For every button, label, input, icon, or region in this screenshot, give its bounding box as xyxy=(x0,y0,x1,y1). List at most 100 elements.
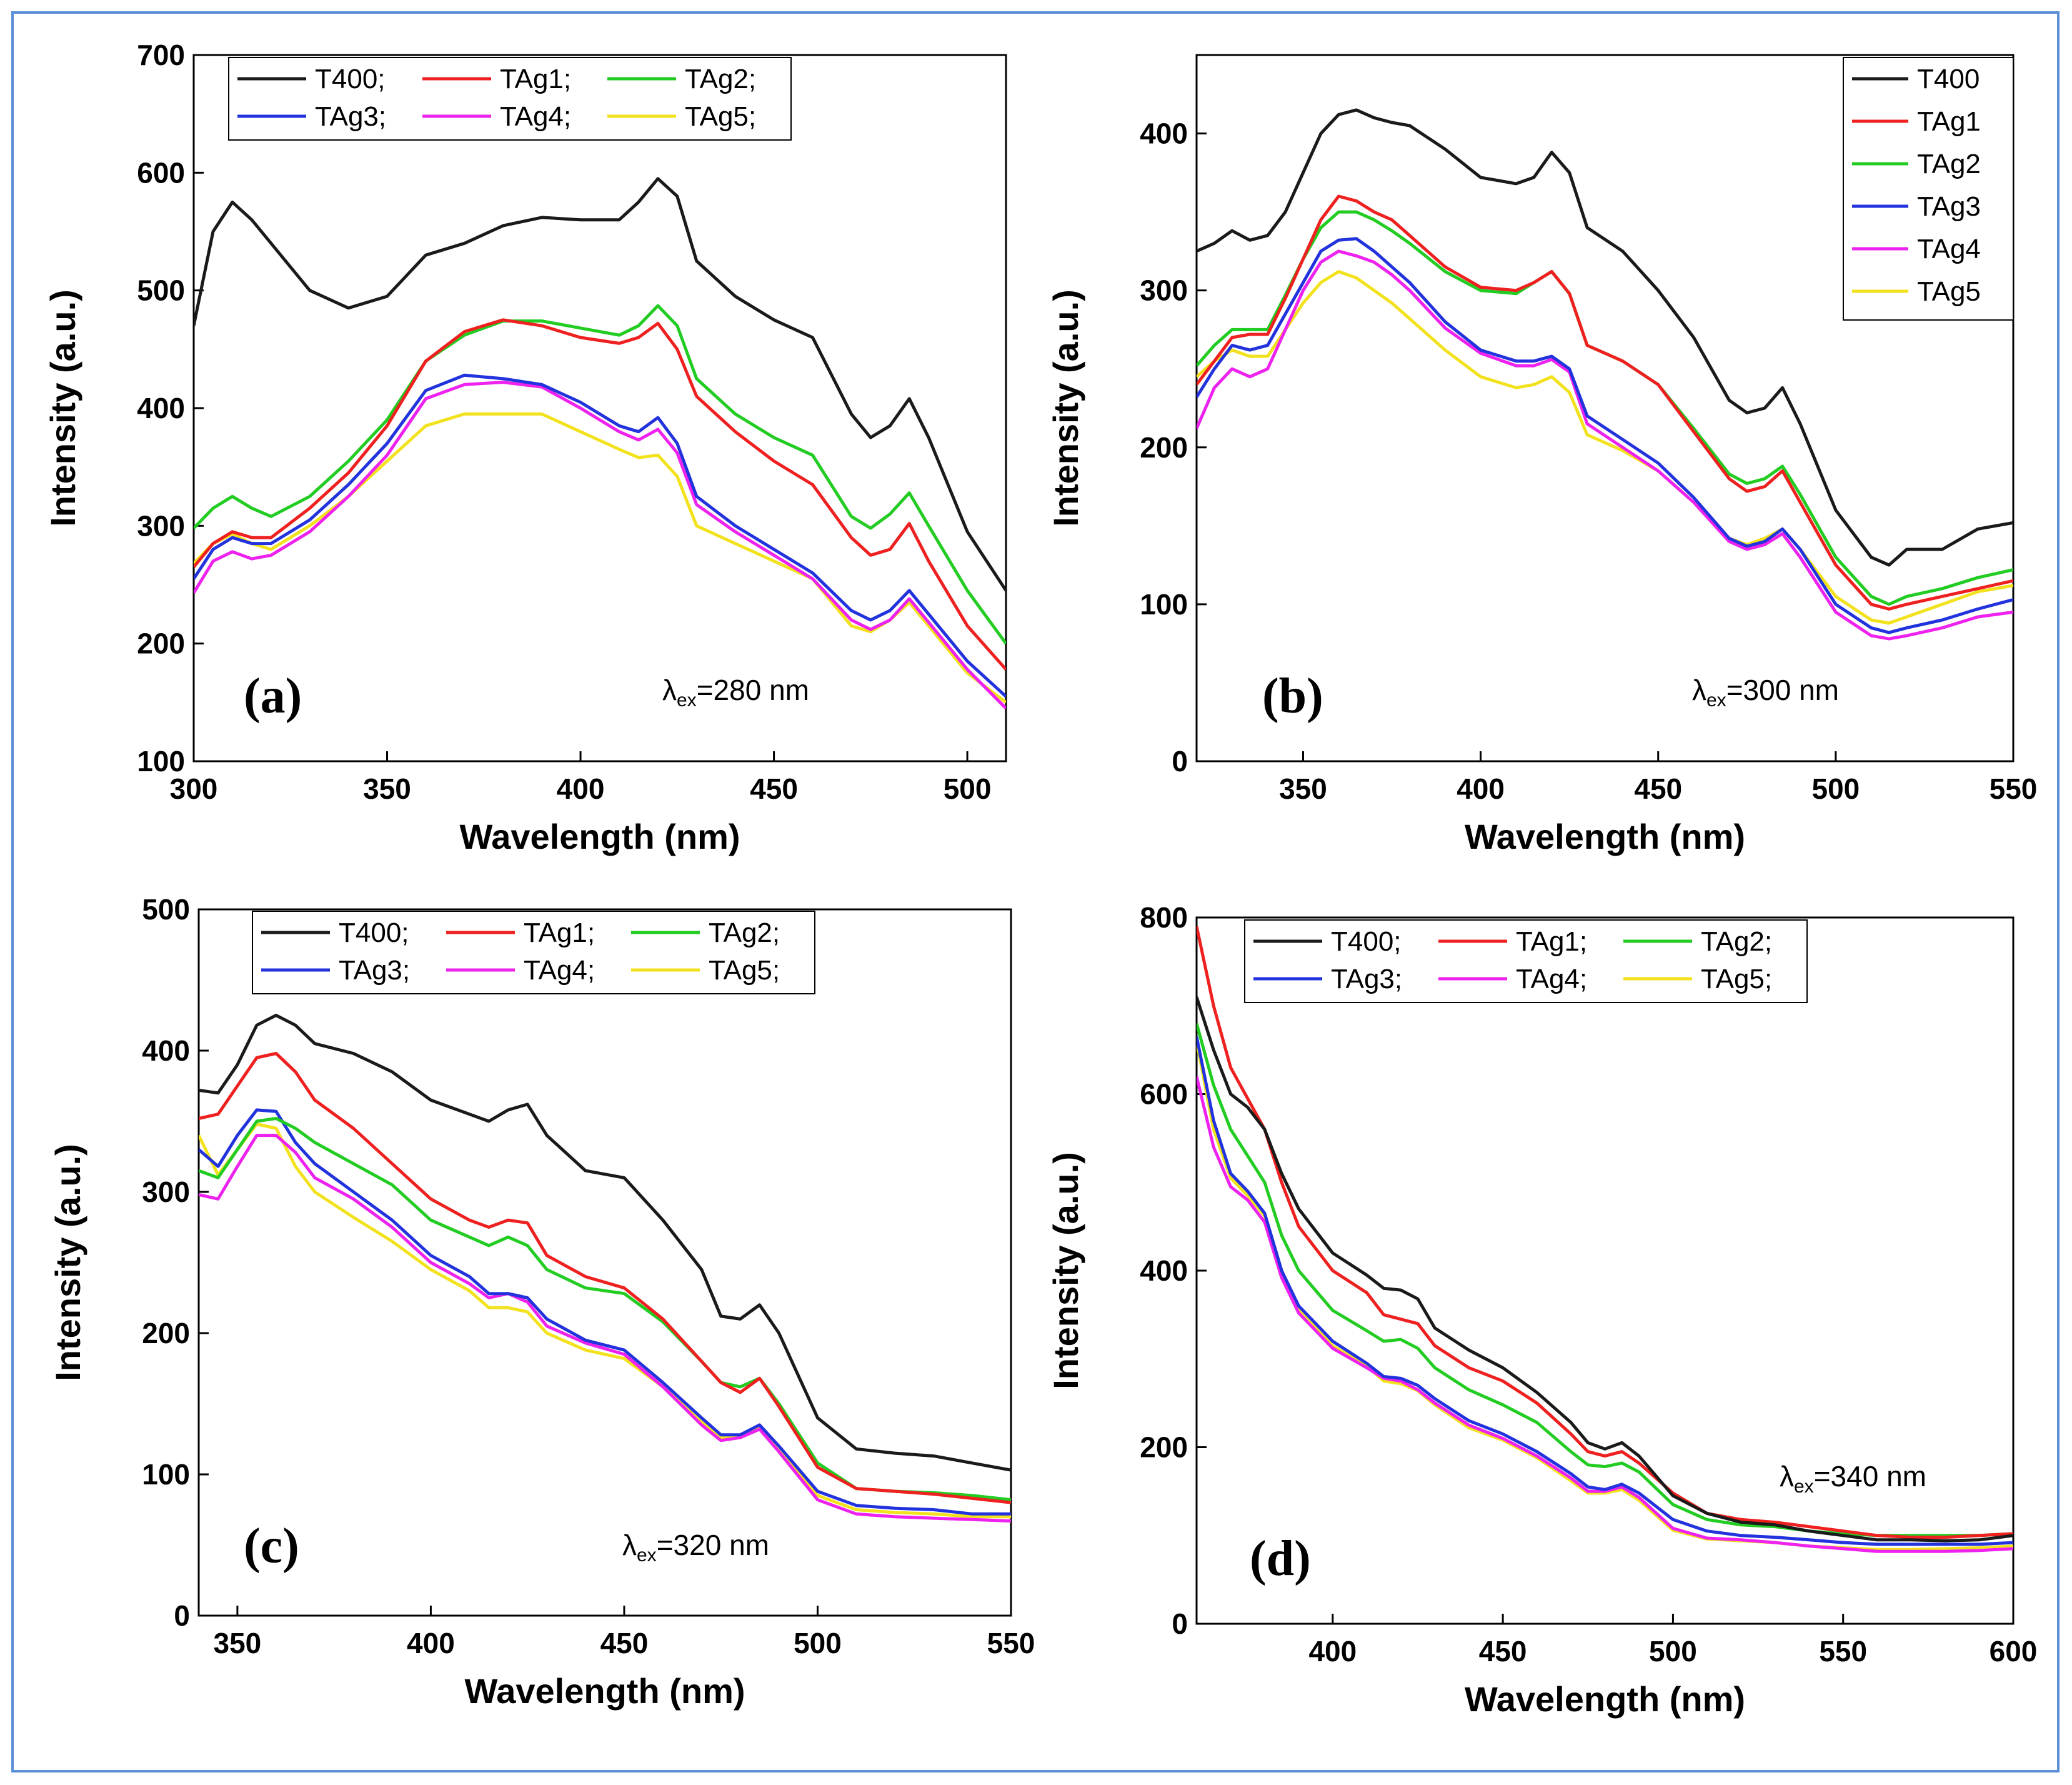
legend-label-tag5: TAg5; xyxy=(1701,964,1772,994)
y-tick-label: 800 xyxy=(1140,901,1188,934)
legend-label-t400: T400; xyxy=(339,918,409,948)
series-line-tag3 xyxy=(194,373,1006,698)
plot-frame xyxy=(192,54,1007,762)
legend-box xyxy=(228,57,792,141)
excitation-value: =340 nm xyxy=(1814,1460,1926,1492)
x-tick-label: 450 xyxy=(750,772,798,805)
x-tick-label: 400 xyxy=(557,772,605,805)
excitation-subscript: ex xyxy=(677,690,697,711)
excitation-annotation: λex=320 nm xyxy=(622,1529,769,1566)
legend-box xyxy=(1244,919,1808,1003)
y-tick-label: 200 xyxy=(142,1317,190,1349)
y-tick-label: 400 xyxy=(1140,1254,1188,1287)
series-line-tag4 xyxy=(199,1134,1011,1523)
panel-label: (d) xyxy=(1250,1531,1311,1586)
chart-panel-b: 0 100 200 300 400 350 400 450 500 550 Wavelength (… xyxy=(1046,54,2038,856)
y-axis-label: Intensity (a.u.) xyxy=(1046,1152,1085,1389)
legend-label-tag2: TAg2 xyxy=(1917,149,1981,179)
series-line-tag2 xyxy=(199,1117,1011,1502)
y-tick-label: 0 xyxy=(1172,745,1188,778)
y-tick-label: 0 xyxy=(174,1599,190,1632)
x-tick-label: 500 xyxy=(1649,1635,1697,1668)
legend: T400; TAg1; TAg2; TAg3; TAg4; TAg5; xyxy=(1244,919,1808,1003)
series-line-tag4 xyxy=(1197,1076,2013,1553)
series-line-tag5 xyxy=(199,1122,1011,1519)
series-line-t400 xyxy=(199,1014,1011,1472)
x-tick-label: 350 xyxy=(363,772,411,805)
series-line-t400 xyxy=(194,177,1006,592)
y-axis-label: Intensity (a.u.) xyxy=(48,1144,87,1381)
legend-label-t400: T400 xyxy=(1917,64,1980,94)
y-tick-label: 200 xyxy=(1140,431,1188,464)
legend-label-t400: T400; xyxy=(1331,926,1402,957)
y-tick-label: 400 xyxy=(137,392,185,424)
x-tick-label: 450 xyxy=(600,1627,649,1659)
panel-label: (b) xyxy=(1262,669,1323,724)
legend-label-tag3: TAg3; xyxy=(315,101,386,132)
legend-label-tag2: TAg2; xyxy=(709,918,780,948)
x-axis-label: Wavelength (nm) xyxy=(1465,817,1745,856)
x-tick-label: 350 xyxy=(214,1627,262,1659)
legend: T400; TAg1; TAg2; TAg3; TAg4; TAg5; xyxy=(252,911,815,994)
series-line-t400 xyxy=(1197,996,2013,1542)
y-tick-label: 600 xyxy=(137,156,185,189)
legend-label-tag1: TAg1; xyxy=(1516,926,1587,957)
x-tick-label: 450 xyxy=(1634,772,1682,805)
x-axis-label: Wavelength (nm) xyxy=(459,817,740,856)
series-line-tag3 xyxy=(1197,1036,2013,1546)
excitation-symbol: λ xyxy=(1780,1460,1794,1492)
panel-label: (a) xyxy=(244,669,302,724)
x-tick-label: 350 xyxy=(1279,772,1327,805)
excitation-symbol: λ xyxy=(1692,674,1706,706)
plot-frame xyxy=(1195,916,2015,1625)
y-tick-label: 500 xyxy=(137,274,185,307)
plot-frame xyxy=(1195,54,2015,762)
legend-box xyxy=(252,911,815,994)
figure-frame xyxy=(11,11,2060,1772)
series-line-tag5 xyxy=(194,412,1006,704)
excitation-subscript: ex xyxy=(1706,690,1726,711)
x-tick-label: 400 xyxy=(1457,772,1505,805)
x-tick-label: 500 xyxy=(944,772,992,805)
x-tick-label: 400 xyxy=(1308,1635,1357,1668)
x-tick-label: 600 xyxy=(1990,1635,2038,1668)
x-tick-label: 500 xyxy=(1811,772,1860,805)
x-tick-label: 300 xyxy=(170,772,218,805)
y-tick-label: 400 xyxy=(142,1034,190,1067)
x-tick-label: 450 xyxy=(1479,1635,1527,1668)
series-line-tag2 xyxy=(1197,1022,2013,1538)
y-tick-label: 200 xyxy=(1140,1431,1188,1464)
series-line-tag1 xyxy=(1197,926,2013,1539)
plot-frame xyxy=(197,908,1012,1617)
y-tick-label: 0 xyxy=(1172,1608,1188,1640)
y-axis-label: Intensity (a.u.) xyxy=(43,289,82,527)
series-line-tag3 xyxy=(199,1108,1011,1516)
excitation-value: =320 nm xyxy=(657,1529,769,1561)
x-axis-label: Wavelength (nm) xyxy=(1465,1679,1745,1719)
series-line-tag4 xyxy=(1197,249,2013,641)
series-line-tag5 xyxy=(1197,270,2013,625)
y-tick-label: 600 xyxy=(1140,1078,1188,1111)
series-line-t400 xyxy=(1197,108,2013,567)
legend-label-tag3: TAg3 xyxy=(1917,191,1981,222)
excitation-annotation: λex=300 nm xyxy=(1692,674,1839,711)
excitation-subscript: ex xyxy=(637,1545,657,1566)
legend-label-tag2: TAg2; xyxy=(685,64,756,94)
y-tick-label: 300 xyxy=(142,1176,190,1208)
x-tick-label: 550 xyxy=(1990,772,2038,805)
x-tick-label: 500 xyxy=(794,1627,842,1659)
legend-label-tag1: TAg1; xyxy=(524,918,595,948)
legend: T400; TAg1; TAg2; TAg3; TAg4; TAg5; xyxy=(228,57,792,141)
legend-label-tag3: TAg3; xyxy=(1331,964,1402,994)
x-tick-label: 400 xyxy=(407,1627,455,1659)
legend-label-tag4: TAg4; xyxy=(524,955,595,986)
y-tick-label: 700 xyxy=(137,39,185,71)
excitation-annotation: λex=280 nm xyxy=(662,674,809,711)
excitation-annotation: λex=340 nm xyxy=(1780,1460,1926,1497)
excitation-value: =300 nm xyxy=(1726,674,1839,706)
y-tick-label: 100 xyxy=(137,745,185,778)
chart-panel-d: 0 200 400 600 800 400 450 500 550 600 Wavelength (… xyxy=(1046,901,2037,1719)
series-line-tag1 xyxy=(199,1052,1011,1504)
excitation-subscript: ex xyxy=(1794,1476,1814,1497)
